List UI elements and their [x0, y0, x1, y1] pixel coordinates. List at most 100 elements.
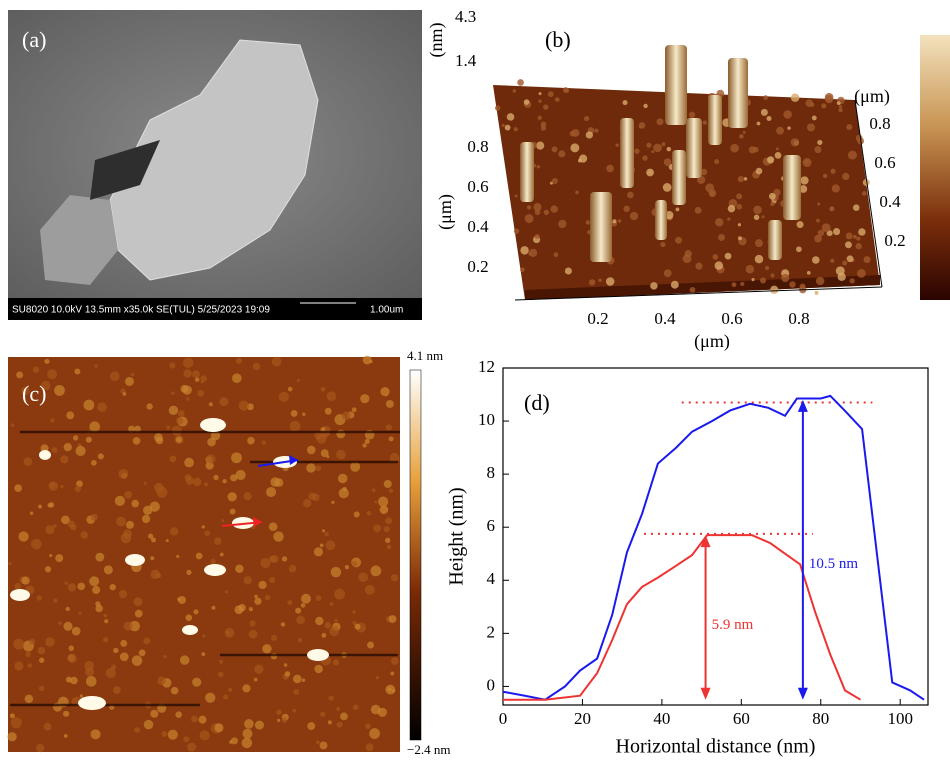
grain: [242, 684, 251, 693]
surface-grain: [736, 203, 743, 210]
surface-grain: [817, 202, 821, 206]
x-tick-label: 100: [887, 709, 913, 728]
grain: [58, 621, 63, 626]
surface-grain: [790, 93, 800, 102]
surface-grain: [533, 202, 542, 212]
grain: [74, 368, 81, 375]
surface-grain: [760, 108, 768, 116]
grain: [92, 585, 101, 595]
grain: [296, 378, 300, 383]
surface-grain: [849, 278, 855, 284]
surface-grain: [627, 191, 634, 199]
surface-grain: [796, 246, 802, 253]
surface-grain: [543, 209, 550, 216]
surface-grain: [501, 123, 505, 127]
grain: [329, 626, 340, 637]
scale-label: 1.00um: [370, 305, 403, 316]
grain: [60, 484, 64, 489]
panel-c: 4.1 nm −2.4 nm (c): [7, 348, 450, 757]
grain: [53, 524, 57, 528]
grain: [334, 618, 338, 622]
depth-unit: (μm): [854, 86, 890, 107]
grain: [38, 685, 45, 692]
surface-grain: [663, 269, 672, 278]
grain: [222, 479, 227, 484]
surface-grain: [815, 276, 825, 286]
grain: [219, 552, 224, 557]
grain: [301, 593, 311, 604]
peak: [590, 192, 612, 262]
grain: [175, 711, 182, 718]
surface-grain: [821, 103, 827, 109]
grain: [319, 741, 328, 750]
grain: [235, 357, 243, 364]
surface-grain: [695, 262, 703, 270]
surface-grain: [852, 234, 857, 239]
grain: [386, 544, 392, 550]
grain: [146, 403, 153, 410]
grain: [261, 440, 266, 445]
surface-grain: [861, 191, 867, 196]
grain: [133, 597, 143, 607]
surface-grain: [770, 285, 779, 294]
grain: [169, 527, 179, 536]
grain: [125, 520, 135, 529]
grain: [55, 554, 64, 563]
y-axis-label: Height (nm): [446, 487, 468, 585]
surface-grain: [585, 220, 591, 225]
grain: [370, 565, 382, 577]
grain: [7, 732, 17, 742]
surface-grain: [727, 204, 736, 213]
grain: [67, 583, 77, 592]
surface-grain: [682, 254, 692, 264]
surface-grain: [524, 214, 534, 223]
grain: [83, 399, 95, 411]
grain: [176, 554, 180, 559]
grain: [67, 520, 75, 528]
grain: [95, 552, 105, 562]
grain: [238, 400, 249, 411]
surface-grain: [838, 105, 843, 109]
grain: [175, 436, 183, 443]
grain: [61, 515, 70, 525]
grain: [248, 629, 258, 639]
surface-grain: [817, 139, 823, 146]
grain: [48, 502, 55, 508]
grain: [364, 438, 370, 444]
grain: [14, 484, 22, 492]
grain: [213, 537, 222, 545]
surface-grain: [514, 194, 518, 198]
surface-grain: [768, 192, 776, 200]
grain: [322, 529, 326, 533]
grain: [150, 556, 155, 561]
surface-grain: [846, 123, 853, 131]
surface-grain: [513, 228, 520, 234]
surface-grain: [765, 266, 770, 271]
grain: [170, 686, 179, 695]
y-tick-label: 2: [487, 622, 496, 641]
grain: [155, 572, 162, 579]
surface-grain: [770, 201, 775, 207]
grain: [75, 445, 86, 457]
grain: [326, 391, 337, 402]
grain: [95, 601, 101, 607]
grain: [169, 455, 177, 463]
grain: [289, 420, 301, 432]
surface-grain: [504, 124, 511, 131]
surface-grain: [714, 159, 720, 165]
grain: [204, 530, 211, 537]
grain: [380, 387, 390, 397]
grain: [315, 595, 322, 601]
y-unit: (μm): [435, 194, 456, 230]
grain: [27, 663, 33, 668]
grain: [388, 436, 394, 442]
surface-grain: [800, 176, 809, 185]
peak: [686, 118, 702, 178]
grain: [124, 490, 133, 499]
grain: [241, 737, 253, 749]
grain: [154, 433, 163, 442]
grain: [63, 734, 68, 738]
grain: [287, 386, 293, 392]
grain: [103, 613, 108, 618]
grain: [157, 676, 166, 685]
